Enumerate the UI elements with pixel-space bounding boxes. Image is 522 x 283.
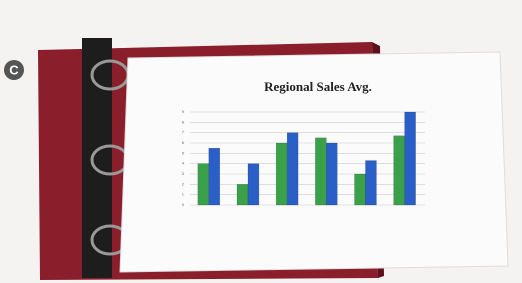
bar [287, 133, 298, 205]
bar [209, 148, 220, 205]
bar [326, 143, 337, 205]
badge-label: C [9, 62, 19, 77]
bar [198, 164, 209, 205]
bar [365, 161, 376, 205]
binder-spine [82, 38, 112, 278]
page: C Regional Sales Avg. 0123456789 (() => … [0, 0, 522, 283]
bar [276, 143, 287, 205]
bar [237, 184, 248, 205]
bar [355, 174, 366, 205]
bar [248, 164, 259, 205]
bar [315, 138, 326, 205]
chart-title: Regional Sales Avg. [264, 79, 372, 94]
bar [394, 136, 405, 205]
photo: C Regional Sales Avg. 0123456789 [0, 0, 522, 283]
bar [405, 112, 416, 205]
